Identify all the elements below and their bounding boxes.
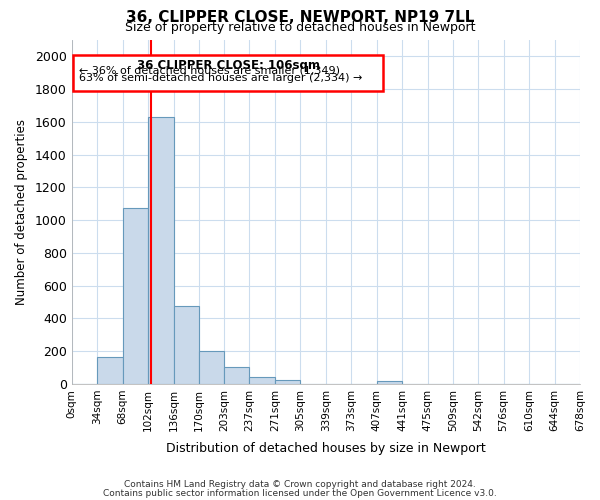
- Y-axis label: Number of detached properties: Number of detached properties: [15, 119, 28, 305]
- Bar: [224, 366, 250, 384]
- Text: 63% of semi-detached houses are larger (2,334) →: 63% of semi-detached houses are larger (…: [79, 73, 362, 83]
- Bar: [97, 357, 122, 384]
- Bar: [199, 351, 224, 384]
- Text: Contains HM Land Registry data © Crown copyright and database right 2024.: Contains HM Land Registry data © Crown c…: [124, 480, 476, 489]
- Text: 36, CLIPPER CLOSE, NEWPORT, NP19 7LL: 36, CLIPPER CLOSE, NEWPORT, NP19 7LL: [126, 10, 474, 25]
- Bar: [250, 378, 275, 384]
- Bar: [377, 380, 403, 384]
- Bar: [148, 117, 173, 384]
- X-axis label: Distribution of detached houses by size in Newport: Distribution of detached houses by size …: [166, 442, 486, 455]
- Text: 36 CLIPPER CLOSE: 106sqm: 36 CLIPPER CLOSE: 106sqm: [137, 59, 320, 72]
- Bar: [275, 380, 301, 384]
- Text: Contains public sector information licensed under the Open Government Licence v3: Contains public sector information licen…: [103, 488, 497, 498]
- Bar: [122, 208, 148, 384]
- Text: ← 36% of detached houses are smaller (1,349): ← 36% of detached houses are smaller (1,…: [79, 66, 340, 76]
- Text: Size of property relative to detached houses in Newport: Size of property relative to detached ho…: [125, 21, 475, 34]
- Bar: [173, 306, 199, 384]
- FancyBboxPatch shape: [73, 54, 383, 91]
